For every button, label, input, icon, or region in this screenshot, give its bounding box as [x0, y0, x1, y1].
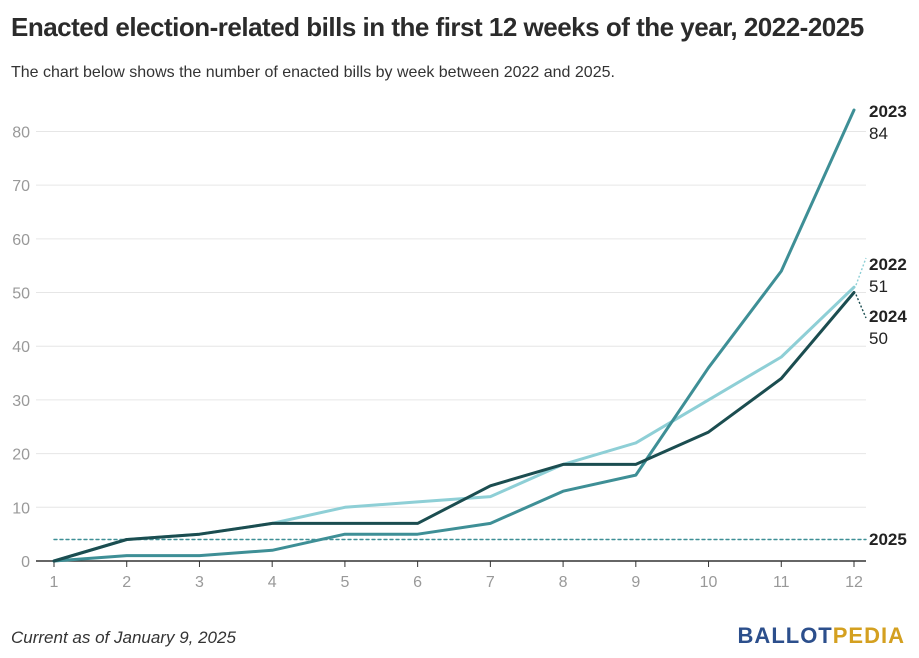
ballotpedia-logo[interactable]: BALLOTPEDIA: [738, 623, 905, 649]
y-tick-label-30: 30: [12, 393, 30, 410]
line-series-2024: [52, 291, 856, 563]
x-tick-label-12: 12: [845, 574, 863, 591]
series-label-2024: 2024: [869, 307, 907, 326]
series-end-value-2024: 50: [869, 329, 888, 348]
logo-pedia: PEDIA: [832, 623, 905, 648]
y-tick-label-0: 0: [21, 554, 30, 571]
x-tick-label-6: 6: [413, 574, 422, 591]
x-tick-label-7: 7: [486, 574, 495, 591]
line-series-2023: [52, 108, 856, 563]
footnote: Current as of January 9, 2025: [11, 628, 236, 647]
x-tick-label-11: 11: [773, 574, 790, 591]
series-end-value-2022: 51: [869, 277, 888, 296]
x-tick-label-9: 9: [631, 574, 640, 591]
x-tick-label-3: 3: [195, 574, 204, 591]
x-tick-label-4: 4: [268, 574, 277, 591]
y-tick-label-50: 50: [12, 286, 30, 303]
logo-ballot: BALLOT: [737, 623, 833, 648]
y-tick-label-80: 80: [12, 124, 30, 141]
series-lines: [52, 108, 867, 563]
y-tick-label-70: 70: [12, 178, 30, 195]
x-axis: 1 2 3 4 5 6 7 8 9 10 11 12: [36, 560, 866, 591]
series-label-2022: 2022: [869, 255, 907, 274]
chart-title: Enacted election-related bills in the fi…: [11, 12, 864, 42]
gridlines: [36, 130, 866, 508]
y-axis-ticks: 0 10 20 30 40 50 60 70 80: [12, 124, 30, 571]
x-tick-label-1: 1: [50, 574, 59, 591]
connector-2022: [855, 257, 867, 286]
connector-2024: [855, 294, 867, 319]
y-tick-label-60: 60: [12, 232, 30, 249]
series-label-2023: 2023: [869, 102, 907, 121]
x-tick-label-8: 8: [559, 574, 568, 591]
x-tick-label-5: 5: [340, 574, 349, 591]
x-tick-label-2: 2: [122, 574, 131, 591]
line-series-2022: [52, 285, 856, 563]
series-label-2025: 2025: [869, 530, 907, 549]
x-tick-label-10: 10: [700, 574, 718, 591]
series-end-value-2023: 84: [869, 124, 888, 143]
series-labels: 2022 51 2023 84 2024 50 2025: [855, 102, 907, 549]
chart-subtitle: The chart below shows the number of enac…: [11, 64, 615, 81]
y-tick-label-40: 40: [12, 339, 30, 356]
y-tick-label-20: 20: [12, 447, 30, 464]
y-tick-label-10: 10: [12, 500, 30, 517]
